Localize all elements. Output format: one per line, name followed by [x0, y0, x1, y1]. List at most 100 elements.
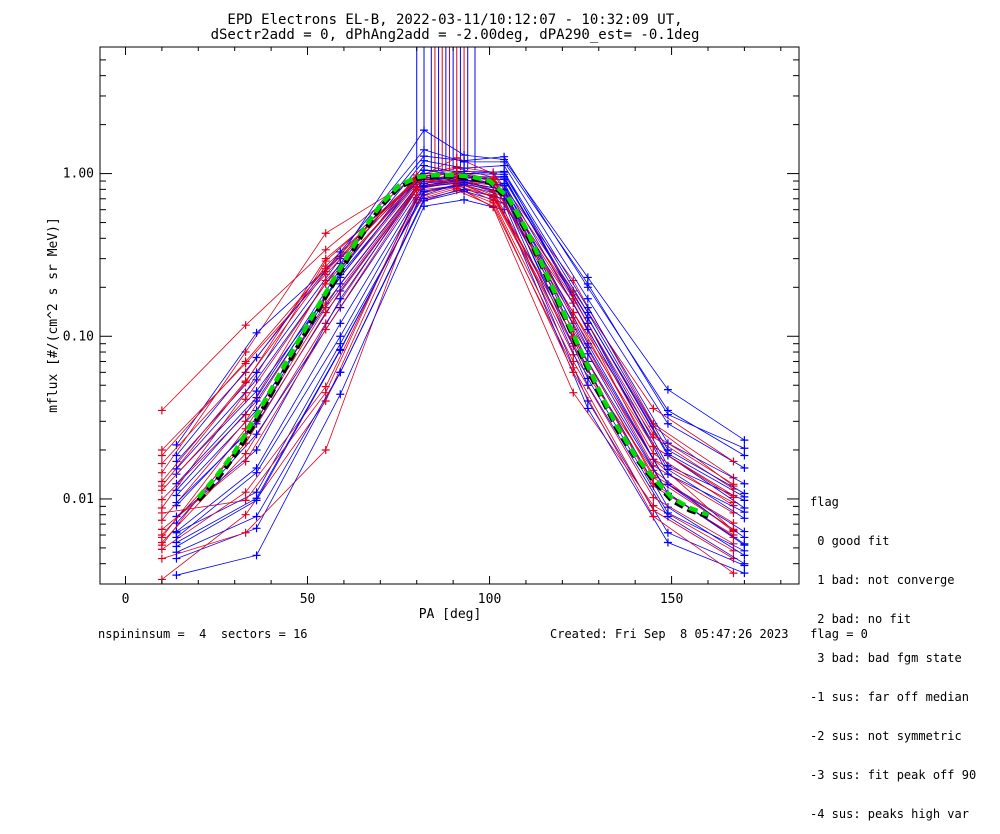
blue-series-point: [500, 157, 509, 166]
blue-series-point: [336, 294, 345, 303]
blue-series-point: [663, 445, 672, 454]
red-series-point: [321, 264, 330, 273]
red-series-point: [321, 308, 330, 317]
x-tick-label: 0: [122, 592, 130, 607]
red-series-point: [157, 508, 166, 517]
red-series-line: [161, 171, 734, 487]
blue-series-point: [583, 279, 592, 288]
red-series-point: [241, 496, 250, 505]
blue-series-point: [336, 332, 345, 341]
red-series-point: [321, 279, 330, 288]
blue-series-point: [663, 410, 672, 419]
blue-series-point: [420, 145, 429, 154]
red-series-point: [569, 388, 578, 397]
red-series-point: [412, 185, 421, 194]
red-series-point: [452, 164, 461, 173]
blue-series-point: [336, 346, 345, 355]
blue-series-line: [176, 183, 745, 552]
legend-item: 3 bad: bad fgm state: [810, 651, 962, 665]
blue-series-point: [583, 308, 592, 317]
blue-series-point: [740, 559, 749, 568]
data-layer: [157, 47, 749, 584]
red-series-point: [729, 525, 738, 534]
red-series-point: [241, 449, 250, 458]
red-series-point: [241, 368, 250, 377]
blue-series-point: [460, 195, 469, 204]
y-tick-label: 1.00: [63, 167, 94, 182]
blue-series-point: [420, 126, 429, 135]
blue-series-point: [252, 353, 261, 362]
blue-series-line: [176, 184, 745, 556]
blue-series-point: [740, 539, 749, 548]
fit-curve-green: [196, 172, 709, 517]
blue-series-point: [420, 182, 429, 191]
x-tick-label: 150: [660, 592, 683, 607]
blue-series-point: [336, 390, 345, 399]
red-series-point: [241, 457, 250, 466]
blue-series-point: [252, 551, 261, 560]
legend-item: -2 sus: not symmetric: [810, 729, 962, 743]
red-series-point: [157, 451, 166, 460]
red-series-point: [729, 457, 738, 466]
blue-series-line: [176, 179, 745, 519]
blue-series-point: [740, 569, 749, 578]
blue-series-point: [420, 156, 429, 165]
blue-series-point: [172, 571, 181, 580]
red-series-point: [649, 430, 658, 439]
x-axis-label: PA [deg]: [419, 607, 482, 622]
pitch-angle-chart: EPD Electrons EL-B, 2022-03-11/10:12:07 …: [46, 12, 800, 622]
red-series-line: [161, 179, 734, 514]
blue-series-point: [420, 202, 429, 211]
blue-series-point: [252, 468, 261, 477]
blue-series-point: [252, 524, 261, 533]
red-series-point: [241, 321, 250, 330]
blue-series-point: [252, 387, 261, 396]
red-series-point: [157, 531, 166, 540]
red-series-point: [321, 445, 330, 454]
red-series-point: [729, 493, 738, 502]
blue-series-point: [172, 486, 181, 495]
blue-series-point: [583, 349, 592, 358]
blue-series-point: [740, 479, 749, 488]
red-series-point: [321, 388, 330, 397]
blue-series-point: [663, 385, 672, 394]
footer-left: nspininsum = 4 sectors = 16: [98, 627, 308, 641]
red-series-point: [649, 493, 658, 502]
blue-series-point: [420, 194, 429, 203]
legend-item: -3 sus: fit peak off 90: [810, 768, 977, 782]
chart-title-line1: EPD Electrons EL-B, 2022-03-11/10:12:07 …: [227, 12, 682, 28]
red-series-point: [157, 477, 166, 486]
blue-series-point: [740, 463, 749, 472]
red-series-point: [729, 546, 738, 555]
blue-series-point: [583, 381, 592, 390]
red-series-point: [489, 173, 498, 182]
red-series-line: [161, 181, 734, 536]
red-series-point: [157, 459, 166, 468]
blue-series-point: [583, 294, 592, 303]
red-series-point: [321, 245, 330, 254]
legend-item: 2 bad: no fit: [810, 612, 912, 626]
red-series-point: [321, 396, 330, 405]
blue-series-line: [176, 176, 745, 513]
legend-item: -1 sus: far off median: [810, 690, 969, 704]
red-series-point: [649, 512, 658, 521]
y-tick-label: 0.10: [63, 329, 94, 344]
blue-series-point: [172, 542, 181, 551]
axis-layer: 0 50 100 150 0.01 0.10 1.00: [63, 46, 799, 607]
red-series-point: [569, 368, 578, 377]
red-series-point: [321, 325, 330, 334]
plot-frame: [99, 46, 800, 585]
red-series-line: [161, 171, 734, 490]
red-series-point: [241, 417, 250, 426]
legend-title: flag: [810, 495, 839, 509]
red-series-point: [241, 357, 250, 366]
red-series-point: [241, 395, 250, 404]
blue-series-point: [663, 508, 672, 517]
red-series-line: [161, 185, 734, 536]
blue-series-point: [252, 445, 261, 454]
blue-series-point: [663, 470, 672, 479]
red-series-point: [649, 442, 658, 451]
blue-series-point: [336, 319, 345, 328]
legend-item: -4 sus: peaks high var: [810, 807, 969, 821]
blue-series-point: [663, 528, 672, 537]
